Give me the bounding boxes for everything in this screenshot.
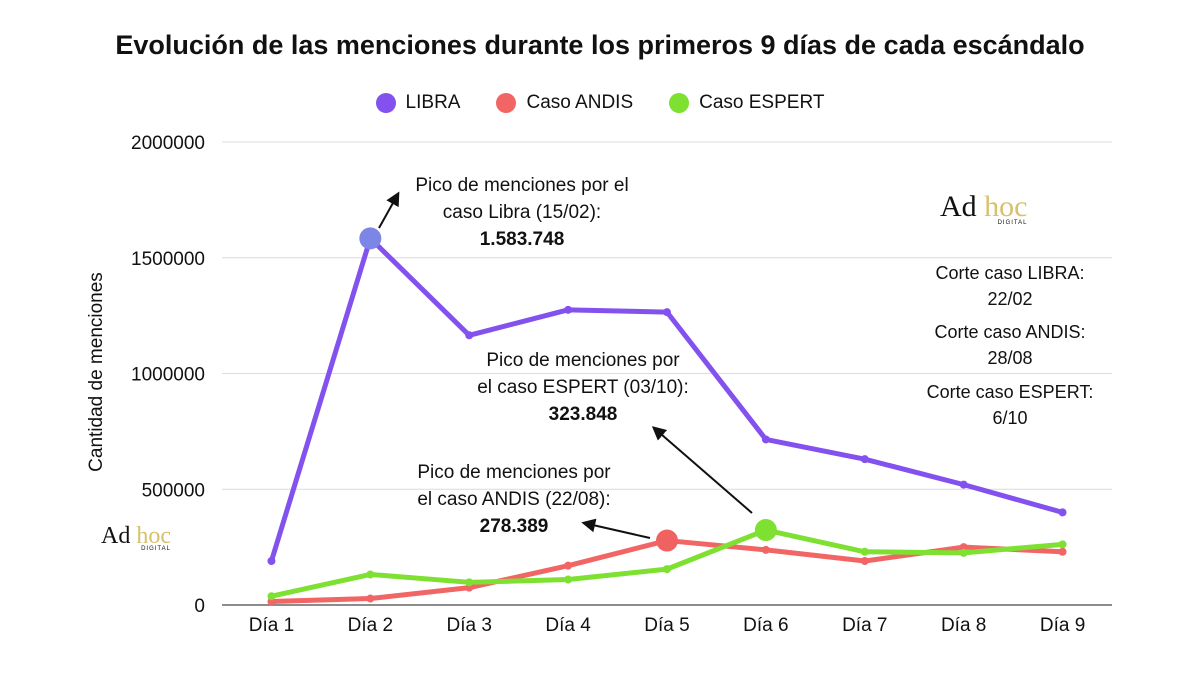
data-point-espert [366,570,375,579]
x-tick-label: Día 8 [941,615,986,636]
logo-sub-text: DIGITAL [997,220,1028,226]
series-points [267,227,1067,606]
data-point-espert [663,565,671,574]
x-tick-label: Día 4 [545,615,591,636]
x-tick-label: Día 7 [842,615,887,636]
logo-sub-text: DIGITAL [141,546,171,552]
logo-accent-text: hoc [984,190,1028,223]
cutoff-espert-date: 6/10 [992,408,1028,428]
peak-marker-andis [656,529,678,552]
cutoff-espert-label: Corte caso ESPERT: [926,382,1094,402]
data-point-andis [1058,547,1067,556]
data-point-libra [761,435,770,444]
legend-label-espert: Caso ESPERT [699,92,825,113]
data-point-andis [761,545,770,554]
annotation-andis-line-2: el caso ANDIS (22/08): [417,489,611,510]
annotation-andis: Pico de menciones por el caso ANDIS (22/… [384,459,644,540]
legend-item-libra: LIBRA [375,92,461,114]
annotation-espert-line-1: Pico de menciones por [486,350,680,371]
annotation-espert-value: 323.848 [548,404,618,425]
logo-main-text: Ad [101,523,131,549]
data-point-andis [564,561,573,570]
data-point-espert [564,575,573,584]
legend-label-andis: Caso ANDIS [526,92,634,113]
legend: LIBRA Caso ANDIS Caso ESPERT [0,92,1200,114]
legend-item-espert: Caso ESPERT [669,92,824,114]
x-tick-label: Día 6 [743,615,788,636]
data-point-andis [366,594,375,603]
data-point-libra [860,455,869,464]
legend-swatch-espert [669,93,690,113]
legend-label-libra: LIBRA [405,92,461,113]
adhoc-logo-top: Ad hoc DIGITAL [940,190,1028,226]
legend-item-andis: Caso ANDIS [496,92,633,114]
data-point-espert [267,592,276,601]
y-axis-label: Cantidad de menciones [86,272,107,472]
annotation-libra-value: 1.583.748 [479,229,565,250]
y-tick-label: 2000000 [131,133,205,154]
data-point-libra [465,331,474,340]
legend-swatch-libra [375,93,396,113]
y-tick-labels: 0 500000 1000000 1500000 2000000 [131,133,205,617]
data-point-andis [959,543,968,552]
x-tick-label: Día 2 [348,615,393,636]
data-point-libra [663,308,671,317]
annotation-espert-line-2: el caso ESPERT (03/10): [477,377,689,398]
annotation-libra-line-2: caso Libra (15/02): [442,202,602,223]
data-point-libra [564,305,573,314]
x-tick-label: Día 1 [249,615,294,636]
cutoff-andis-date: 28/08 [987,348,1033,368]
grid-lines [222,141,1112,606]
data-point-espert [860,547,869,556]
arrow-espert [651,426,753,514]
data-point-espert [1058,540,1067,549]
x-tick-label: Día 3 [447,615,492,636]
cutoff-libra: Corte caso LIBRA: 22/02 [910,260,1110,312]
peak-marker-espert [754,519,777,542]
annotation-espert: Pico de menciones por el caso ESPERT (03… [453,347,713,428]
legend-swatch-andis [496,93,517,113]
cutoff-libra-label: Corte caso LIBRA: [935,263,1085,283]
data-point-libra [1058,508,1067,517]
annotation-libra: Pico de menciones por el caso Libra (15/… [392,172,652,253]
x-tick-labels: Día 1 Día 2 Día 3 Día 4 Día 5 Día 6 Día 7 Día 8… [249,615,1086,636]
cutoff-libra-date: 22/02 [987,289,1033,309]
x-tick-label: Día 9 [1040,615,1085,636]
y-tick-label: 1500000 [131,249,205,270]
logo-accent-text: hoc [136,523,171,549]
cutoff-andis-label: Corte caso ANDIS: [934,322,1086,342]
y-tick-label: 0 [194,596,205,617]
data-point-libra [267,557,276,566]
arrow-andis [581,518,651,539]
y-tick-label: 1000000 [131,365,205,386]
data-point-libra [959,480,968,489]
y-tick-label: 500000 [142,480,205,501]
chart-title: Evolución de las menciones durante los p… [115,30,1085,60]
annotation-andis-value: 278.389 [479,516,549,537]
data-point-espert [465,578,474,587]
peak-marker-libra [359,227,382,250]
logo-main-text: Ad [940,190,977,223]
cutoff-espert: Corte caso ESPERT: 6/10 [910,379,1110,431]
adhoc-logo-bottom: Ad hoc DIGITAL [101,523,171,552]
annotation-andis-line-1: Pico de menciones por [417,462,611,483]
annotation-libra-line-1: Pico de menciones por el [415,175,629,196]
arrow-libra [378,191,400,229]
data-point-andis [860,557,869,566]
data-point-espert [959,548,968,557]
annotation-arrows [378,191,753,539]
x-tick-label: Día 5 [644,615,689,636]
cutoff-andis: Corte caso ANDIS: 28/08 [910,319,1110,371]
